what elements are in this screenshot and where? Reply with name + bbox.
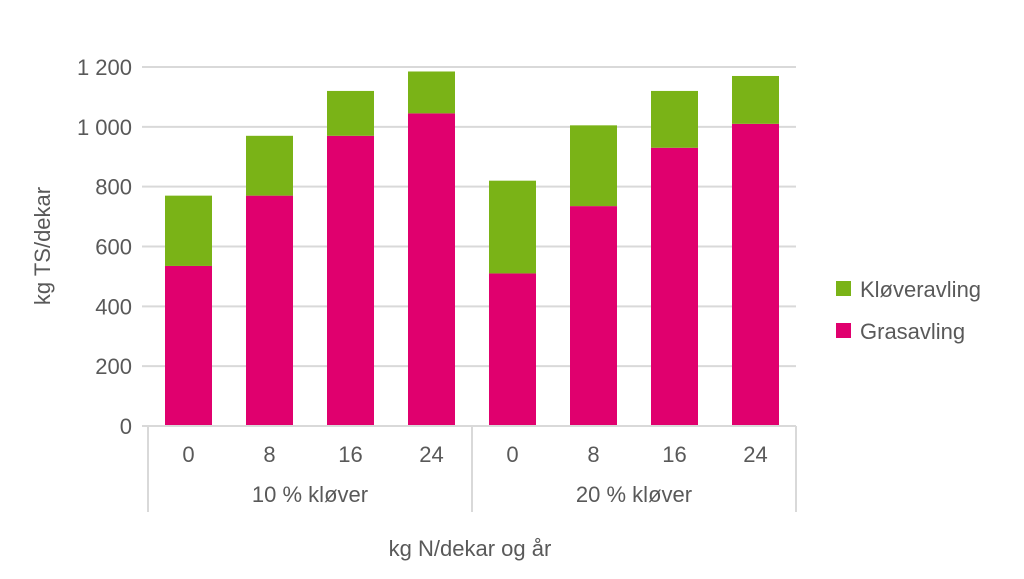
bar-grasavling bbox=[408, 113, 455, 426]
y-axis-ticks: 0 200 400 600 800 1 000 1 200 bbox=[77, 55, 132, 439]
bar-kløveravling bbox=[408, 71, 455, 114]
legend-swatch bbox=[836, 323, 851, 338]
x-tick-label: 16 bbox=[338, 442, 362, 467]
x-axis-label: kg N/dekar og år bbox=[389, 536, 552, 561]
y-tick-label: 200 bbox=[95, 354, 132, 379]
bar-grasavling bbox=[732, 123, 779, 426]
bar-kløveravling bbox=[489, 180, 536, 274]
x-tick-label: 24 bbox=[743, 442, 767, 467]
x-tick-label: 16 bbox=[662, 442, 686, 467]
x-tick-label: 0 bbox=[182, 442, 194, 467]
x-tick-label: 24 bbox=[419, 442, 443, 467]
bars bbox=[165, 71, 779, 426]
x-tick-label: 8 bbox=[263, 442, 275, 467]
bar-grasavling bbox=[165, 265, 212, 426]
x-tick-label: 8 bbox=[587, 442, 599, 467]
bar-grasavling bbox=[327, 135, 374, 426]
bar-kløveravling bbox=[327, 90, 374, 136]
y-tick-label: 800 bbox=[95, 175, 132, 200]
y-tick-label: 1 000 bbox=[77, 115, 132, 140]
bar-kløveravling bbox=[165, 195, 212, 266]
x-group-label: 20 % kløver bbox=[576, 482, 692, 507]
bar-kløveravling bbox=[246, 135, 293, 196]
bar-grasavling bbox=[570, 206, 617, 426]
y-tick-label: 400 bbox=[95, 294, 132, 319]
bar-grasavling bbox=[651, 147, 698, 426]
bar-kløveravling bbox=[651, 90, 698, 148]
legend-label: Kløveravling bbox=[860, 277, 981, 302]
y-tick-label: 1 200 bbox=[77, 55, 132, 80]
bar-kløveravling bbox=[570, 125, 617, 207]
x-group-label: 10 % kløver bbox=[252, 482, 368, 507]
y-axis-label: kg TS/dekar bbox=[30, 187, 55, 305]
x-tick-label: 0 bbox=[506, 442, 518, 467]
y-tick-label: 0 bbox=[120, 414, 132, 439]
bar-grasavling bbox=[489, 273, 536, 426]
legend-label: Grasavling bbox=[860, 319, 965, 344]
x-axis: 0 8 16 24 10 % kløver 0 8 16 24 20 % kløver bbox=[147, 425, 797, 512]
legend-swatch bbox=[836, 281, 851, 296]
bar-grasavling bbox=[246, 195, 293, 426]
bar-kløveravling bbox=[732, 75, 779, 124]
y-tick-label: 600 bbox=[95, 235, 132, 260]
legend: Kløveravling Grasavling bbox=[836, 277, 981, 344]
